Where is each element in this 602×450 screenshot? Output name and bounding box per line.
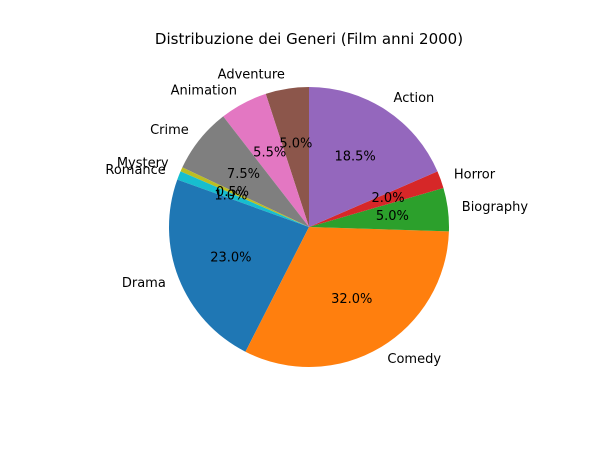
slice-label-animation: Animation	[171, 83, 237, 98]
pie-slice-romance	[177, 171, 309, 227]
slice-percent-mystery: 0.5%	[216, 185, 249, 200]
pie-slice-crime	[182, 116, 309, 227]
slice-percent-horror: 2.0%	[372, 191, 405, 206]
slice-percent-crime: 7.5%	[227, 167, 260, 182]
slice-percent-biography: 5.0%	[376, 209, 409, 224]
slice-label-crime: Crime	[150, 123, 189, 138]
slice-label-romance: Romance	[105, 163, 165, 178]
pie-slice-action	[309, 86, 438, 227]
pie-slices	[168, 86, 449, 367]
slice-label-horror: Horror	[454, 167, 496, 182]
slice-percent-animation: 5.5%	[253, 145, 286, 160]
pie-slice-mystery	[180, 167, 309, 227]
slice-percent-adventure: 5.0%	[279, 137, 312, 152]
chart-title: Distribuzione dei Generi (Film anni 2000…	[155, 30, 463, 48]
pie-slice-biography	[309, 187, 449, 232]
pie-labels: Adventure 5.0% Animation 5.5% Crime 7.5% Myste…	[105, 67, 528, 367]
slice-label-mystery: Mystery	[117, 156, 169, 171]
slice-percent-drama: 23.0%	[210, 250, 251, 265]
slice-label-biography: Biography	[462, 200, 529, 215]
slice-percent-action: 18.5%	[334, 149, 375, 164]
slice-percent-romance: 1.0%	[214, 189, 247, 204]
slice-label-adventure: Adventure	[218, 67, 285, 82]
pie-slice-comedy	[245, 227, 449, 367]
pie-slice-horror	[309, 171, 444, 227]
pie-slice-adventure	[265, 87, 309, 227]
slice-label-comedy: Comedy	[387, 352, 441, 367]
slice-label-action: Action	[394, 91, 435, 106]
pie-slice-animation	[223, 93, 309, 228]
slice-label-drama: Drama	[122, 276, 166, 291]
pie-slice-drama	[168, 179, 309, 352]
slice-percent-comedy: 32.0%	[331, 292, 372, 307]
